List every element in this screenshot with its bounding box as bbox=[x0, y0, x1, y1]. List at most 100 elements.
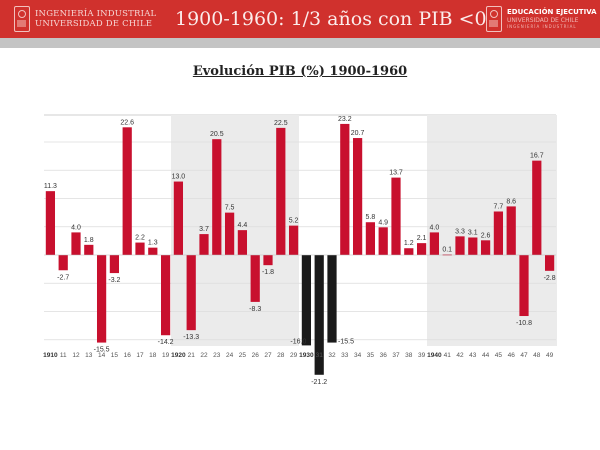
bar-1917 bbox=[135, 242, 145, 255]
value-label: 22.6 bbox=[120, 119, 134, 126]
bar-1918 bbox=[148, 247, 158, 255]
value-label: 3.1 bbox=[468, 229, 478, 236]
bar-1910 bbox=[45, 191, 56, 255]
x-tick-label: 17 bbox=[136, 352, 144, 359]
slide-title: 1900-1960: 1/3 años con PIB <0 bbox=[175, 8, 487, 30]
bar-1916 bbox=[122, 127, 132, 255]
bar-1936 bbox=[378, 227, 388, 255]
bar-1934 bbox=[352, 138, 363, 255]
value-label: 13.7 bbox=[389, 170, 403, 177]
bar-1912 bbox=[71, 232, 81, 255]
value-label: 7.7 bbox=[494, 203, 504, 210]
bar-1938 bbox=[404, 248, 414, 255]
x-tick-label: 31 bbox=[316, 352, 324, 359]
bar-1947 bbox=[519, 255, 529, 317]
x-tick-label: 36 bbox=[380, 352, 388, 359]
university-crest-icon bbox=[486, 6, 502, 32]
bar-1928 bbox=[276, 127, 286, 255]
value-label: -3.2 bbox=[108, 277, 120, 284]
value-label: -2.7 bbox=[57, 274, 69, 281]
bar-1949 bbox=[544, 255, 555, 271]
bar-1942 bbox=[455, 236, 465, 255]
x-tick-label: 1920 bbox=[171, 352, 186, 359]
value-label: -16.0 bbox=[290, 338, 306, 345]
value-label: 8.6 bbox=[506, 198, 516, 205]
x-tick-label: 45 bbox=[495, 352, 503, 359]
chart-title: Evolución PIB (%) 1900-1960 bbox=[192, 64, 408, 79]
value-label: 1.2 bbox=[404, 240, 414, 247]
x-tick-label: 19 bbox=[162, 352, 170, 359]
value-label: -1.8 bbox=[262, 269, 274, 276]
value-label: -13.3 bbox=[183, 334, 199, 341]
x-tick-label: 24 bbox=[226, 352, 234, 359]
logo-left-line2: UNIVERSIDAD DE CHILE bbox=[35, 19, 153, 29]
bar-1929 bbox=[288, 225, 299, 255]
x-tick-label: 21 bbox=[188, 352, 196, 359]
value-label: 2.1 bbox=[417, 235, 427, 242]
bar-1914 bbox=[96, 255, 107, 343]
x-tick-label: 1940 bbox=[427, 352, 442, 359]
bar-1911 bbox=[58, 255, 68, 271]
value-label: 22.5 bbox=[274, 120, 288, 127]
logo-right-line2: UNIVERSIDAD DE CHILE bbox=[507, 17, 579, 24]
bar-1925 bbox=[237, 230, 248, 255]
bar-1931 bbox=[314, 255, 324, 375]
value-label: 4.4 bbox=[238, 222, 248, 229]
bar-1944 bbox=[480, 240, 491, 255]
university-crest-icon bbox=[14, 6, 30, 32]
value-label: 16.7 bbox=[530, 153, 544, 160]
bar-1926 bbox=[250, 255, 260, 302]
bar-1948 bbox=[532, 160, 542, 255]
bar-1922 bbox=[199, 234, 209, 255]
value-label: -14.2 bbox=[158, 339, 174, 346]
x-tick-label: 41 bbox=[444, 352, 452, 359]
bar-1930 bbox=[301, 255, 312, 346]
x-tick-label: 14 bbox=[98, 352, 106, 359]
value-label: 23.2 bbox=[338, 116, 352, 123]
x-tick-label: 44 bbox=[482, 352, 490, 359]
x-tick-label: 1930 bbox=[299, 352, 314, 359]
x-tick-label: 35 bbox=[367, 352, 375, 359]
x-tick-label: 23 bbox=[213, 352, 221, 359]
bar-1939 bbox=[416, 243, 427, 255]
x-tick-label: 28 bbox=[277, 352, 285, 359]
value-label: 5.2 bbox=[289, 218, 299, 225]
value-label: 13.0 bbox=[172, 174, 186, 181]
value-label: 1.3 bbox=[148, 240, 158, 247]
bar-1927 bbox=[263, 255, 273, 266]
value-label: 4.9 bbox=[378, 219, 388, 226]
value-label: -21.2 bbox=[311, 379, 327, 386]
bar-1943 bbox=[468, 237, 478, 255]
bar-1921 bbox=[186, 255, 196, 331]
x-tick-label: 39 bbox=[418, 352, 426, 359]
educacion-ejecutiva-logo: EDUCACIÓN EJECUTIVA UNIVERSIDAD DE CHILE… bbox=[486, 6, 597, 32]
value-label: 1.8 bbox=[84, 237, 94, 244]
value-label: 2.6 bbox=[481, 232, 491, 239]
bar-1933 bbox=[340, 123, 350, 255]
x-tick-label: 47 bbox=[520, 352, 528, 359]
x-tick-label: 42 bbox=[456, 352, 464, 359]
bar-1920 bbox=[173, 181, 184, 255]
value-label: 7.5 bbox=[225, 205, 235, 212]
value-label: 4.0 bbox=[430, 224, 440, 231]
bar-1940 bbox=[429, 232, 440, 255]
x-tick-label: 29 bbox=[290, 352, 298, 359]
x-tick-label: 25 bbox=[239, 352, 247, 359]
x-tick-label: 22 bbox=[200, 352, 208, 359]
x-tick-label: 46 bbox=[508, 352, 516, 359]
value-label: 4.0 bbox=[71, 224, 81, 231]
value-label: -15.5 bbox=[338, 339, 354, 346]
header-divider-strip bbox=[0, 38, 600, 48]
bar-1937 bbox=[391, 177, 401, 255]
bar-1946 bbox=[506, 206, 516, 255]
logo-right-line3: INGENIERÍA INDUSTRIAL bbox=[507, 24, 577, 29]
value-label: 2.2 bbox=[135, 235, 145, 242]
x-tick-label: 11 bbox=[60, 352, 67, 359]
value-label: -15.5 bbox=[94, 347, 110, 354]
bar-1913 bbox=[84, 244, 94, 255]
value-label: 20.7 bbox=[351, 130, 365, 137]
x-tick-label: 26 bbox=[252, 352, 260, 359]
value-label: 0.1 bbox=[442, 246, 452, 253]
bar-1923 bbox=[212, 139, 222, 255]
